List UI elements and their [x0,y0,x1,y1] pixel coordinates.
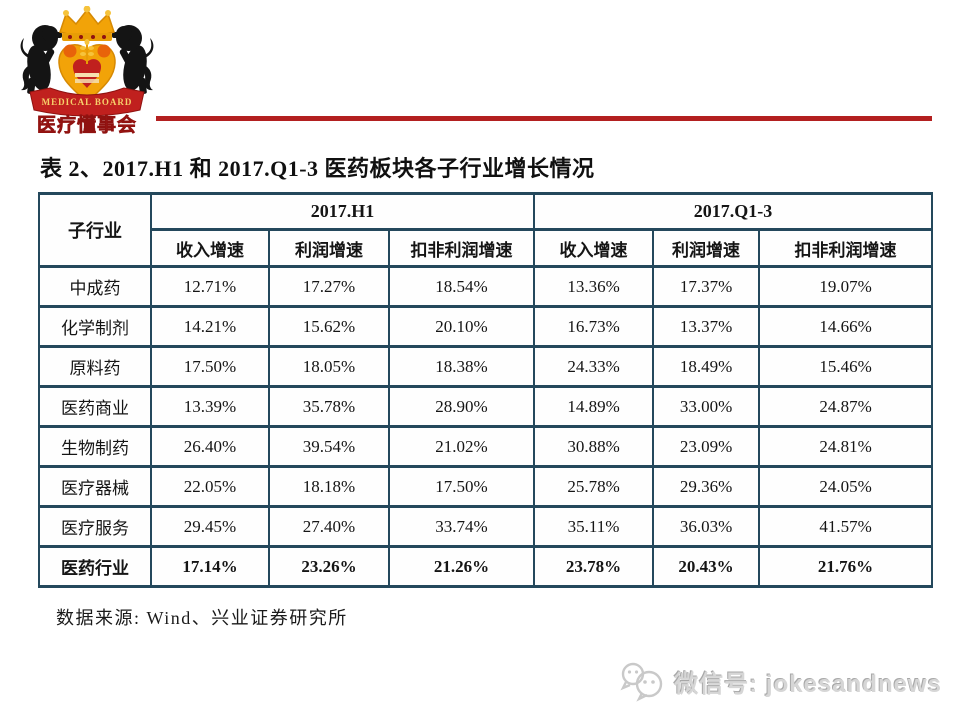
value-cell: 23.78% [533,545,655,588]
value-cell: 17.14% [150,545,270,588]
table-body: 子行业 2017.H1 2017.Q1-3 收入增速 利润增速 扣非利润增速 收入增速… [38,192,934,588]
shield-icon [58,39,116,105]
value-cell: 17.50% [387,465,536,508]
value-cell: 14.89% [533,385,655,428]
table-row: 医药行业 17.14% 23.26% 21.26% 23.78% 20.43% 21.76% [38,545,934,588]
wechat-badge: 微信号: jokesandnews [618,656,942,706]
table-row: 医药商业 13.39% 35.78% 28.90% 14.89% 33.00% 24.87% [38,385,934,428]
value-cell: 13.39% [150,385,270,428]
lion-left-icon [20,25,62,96]
logo: MEDICAL BOARD 医疗懂事会 [12,6,162,146]
subheader-cell: 利润增速 [268,228,390,268]
group-header-q13: 2017.Q1-3 [533,192,934,231]
table-row: 原料药 17.50% 18.05% 18.38% 24.33% 18.49% 15.46% [38,345,934,388]
value-cell: 14.66% [758,305,934,348]
crown-icon [59,6,115,41]
value-cell: 24.05% [758,465,934,508]
value-cell: 20.43% [652,545,761,588]
table-row: 化学制剂 14.21% 15.62% 20.10% 16.73% 13.37% 14.66% [38,305,934,348]
value-cell: 22.05% [150,465,270,508]
value-cell: 18.54% [387,265,536,308]
divider-rule [156,116,932,121]
ribbon-banner: MEDICAL BOARD [29,87,145,117]
lion-right-icon [112,25,154,96]
value-cell: 33.00% [652,385,761,428]
value-cell: 30.88% [533,425,655,468]
value-cell: 18.05% [268,345,390,388]
value-cell: 18.49% [652,345,761,388]
value-cell: 23.09% [652,425,761,468]
value-cell: 23.26% [268,545,390,588]
value-cell: 27.40% [268,505,390,548]
value-cell: 21.26% [387,545,536,588]
value-cell: 17.27% [268,265,390,308]
value-cell: 12.71% [150,265,270,308]
logo-crest: MEDICAL BOARD [20,6,154,117]
row-label: 生物制药 [38,425,152,468]
table-row: 医疗器械 22.05% 18.18% 17.50% 25.78% 29.36% 24.05% [38,465,934,508]
wechat-label: 微信号: jokesandnews [674,670,942,698]
row-label: 化学制剂 [38,305,152,348]
value-cell: 24.33% [533,345,655,388]
value-cell: 17.50% [150,345,270,388]
value-cell: 25.78% [533,465,655,508]
table-title: 表 2、2017.H1 和 2017.Q1-3 医药板块各子行业增长情况 [40,156,595,181]
table-row: 医疗服务 29.45% 27.40% 33.74% 35.11% 36.03% 41.57% [38,505,934,548]
group-header-h1: 2017.H1 [149,192,536,231]
value-cell: 13.36% [533,265,655,308]
value-cell: 13.37% [652,305,761,348]
header-group-row: 子行业 2017.H1 2017.Q1-3 [38,192,934,268]
value-cell: 14.21% [150,305,270,348]
table-row: 中成药 12.71% 17.27% 18.54% 13.36% 17.37% 19.07% [38,265,934,308]
value-cell: 24.87% [758,385,934,428]
value-cell: 41.57% [758,505,934,548]
wechat-icon [620,662,663,702]
value-cell: 39.54% [268,425,390,468]
value-cell: 17.37% [652,265,761,308]
row-label: 医药行业 [38,545,152,588]
value-cell: 24.81% [758,425,934,468]
value-cell: 15.62% [268,305,390,348]
subheader-cell: 扣非利润增速 [758,228,934,268]
value-cell: 20.10% [387,305,536,348]
value-cell: 18.38% [387,345,536,388]
value-cell: 21.76% [758,545,934,588]
banner-text: MEDICAL BOARD [42,97,133,107]
value-cell: 18.18% [268,465,390,508]
value-cell: 29.36% [652,465,761,508]
row-label: 原料药 [38,345,152,388]
value-cell: 26.40% [150,425,270,468]
value-cell: 36.03% [652,505,761,548]
corner-header: 子行业 [38,192,152,268]
value-cell: 16.73% [533,305,655,348]
table-wrap: 子行业 2017.H1 2017.Q1-3 收入增速 利润增速 扣非利润增速 收入增速… [38,192,934,588]
row-label: 医疗器械 [38,465,152,508]
value-cell: 15.46% [758,345,934,388]
value-cell: 21.02% [387,425,536,468]
table-row: 生物制药 26.40% 39.54% 21.02% 30.88% 23.09% 24.81% [38,425,934,468]
header-sub-row: 收入增速 利润增速 扣非利润增速 收入增速 利润增速 扣非利润增速 [39,228,934,268]
brand-text: 医疗懂事会 [36,115,137,137]
subheader-cell: 利润增速 [652,228,761,268]
growth-table: 子行业 2017.H1 2017.Q1-3 收入增速 利润增速 扣非利润增速 收入增速… [38,192,934,588]
subheader-cell: 收入增速 [533,228,655,268]
value-cell: 35.11% [533,505,655,548]
row-label: 中成药 [38,265,152,308]
subheader-cell: 扣非利润增速 [387,228,536,268]
value-cell: 29.45% [150,505,270,548]
subheader-cell: 收入增速 [150,228,270,268]
row-label: 医药商业 [38,385,152,428]
value-cell: 33.74% [387,505,536,548]
value-cell: 35.78% [268,385,390,428]
source-note: 数据来源: Wind、兴业证券研究所 [56,608,348,628]
row-label: 医疗服务 [38,505,152,548]
value-cell: 19.07% [758,265,934,308]
value-cell: 28.90% [387,385,536,428]
